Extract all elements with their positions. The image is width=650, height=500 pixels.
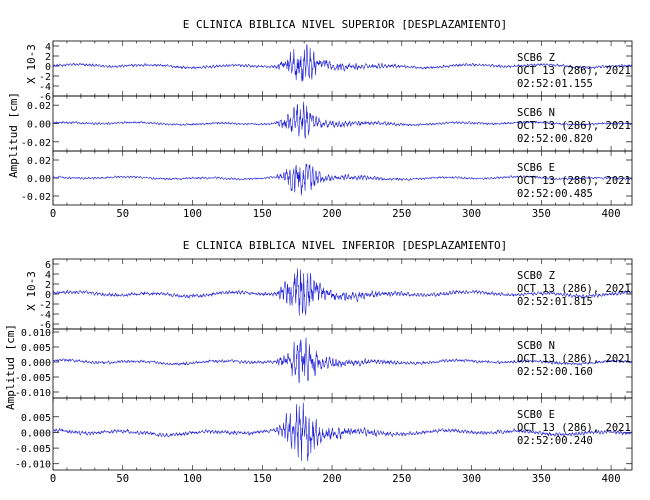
y-tick-label: -0.02 xyxy=(21,138,51,149)
y-tick-label: 6 xyxy=(45,260,51,271)
upper-ylabel: Amplitud [cm] xyxy=(7,92,20,178)
y-tick-label: 0 xyxy=(45,290,51,301)
x-tick-label: 0 xyxy=(50,208,56,220)
x-tick-label: 50 xyxy=(116,473,129,485)
y-tick-label: 0.005 xyxy=(21,343,51,354)
y-tick-label: 2 xyxy=(45,280,51,291)
y-tick-label: -2 xyxy=(39,300,51,311)
station-annotation: OCT 13 (286), 2021 xyxy=(517,422,631,434)
x-tick-label: 400 xyxy=(602,473,621,485)
y-tick-label: -0.02 xyxy=(21,192,51,203)
station-annotation: OCT 13 (286), 2021 xyxy=(517,353,631,365)
y-tick-label: 0.00 xyxy=(27,174,51,185)
x-tick-label: 250 xyxy=(392,208,411,220)
y-tick-label: 0.02 xyxy=(27,101,51,112)
station-annotation: OCT 13 (286), 2021 xyxy=(517,120,631,132)
x-tick-label: 100 xyxy=(183,473,202,485)
waveform-scb6-e xyxy=(52,163,633,196)
station-annotation: SCB6 N xyxy=(517,107,555,119)
station-annotation: OCT 13 (286), 2021 xyxy=(517,175,631,187)
x-tick-label: 150 xyxy=(253,208,272,220)
y-tick-label: -6 xyxy=(39,92,51,103)
station-annotation: 02:52:00.160 xyxy=(517,366,593,378)
upper-group: E CLINICA BIBLICA NIVEL SUPERIOR [DESPLA… xyxy=(7,18,633,220)
station-annotation: SCB0 N xyxy=(517,340,555,352)
lower-z-multiplier: X 10-3 xyxy=(25,271,38,311)
panel-frame xyxy=(52,397,633,471)
station-annotation: SCB0 Z xyxy=(517,270,555,282)
y-tick-label: -0.010 xyxy=(15,460,51,471)
station-annotation: OCT 13 (286), 2021 xyxy=(517,65,631,77)
x-tick-label: 350 xyxy=(532,473,551,485)
y-tick-label: 0 xyxy=(45,62,51,73)
waveform-scb0-z xyxy=(52,268,633,316)
x-tick-label: 150 xyxy=(253,473,272,485)
y-tick-label: 4 xyxy=(45,270,51,281)
x-tick-label: 300 xyxy=(462,473,481,485)
x-tick-label: 50 xyxy=(116,208,129,220)
station-annotation: SCB0 E xyxy=(517,409,555,421)
station-annotation: 02:52:00.240 xyxy=(517,435,593,447)
y-tick-label: -0.005 xyxy=(15,444,51,455)
y-tick-label: -0.010 xyxy=(15,388,51,399)
y-tick-label: -4 xyxy=(39,82,51,93)
y-tick-label: -6 xyxy=(39,320,51,331)
y-tick-label: 0.000 xyxy=(21,358,51,369)
x-tick-label: 200 xyxy=(323,473,342,485)
station-annotation: 02:52:00.485 xyxy=(517,188,593,200)
station-annotation: OCT 13 (286), 2021 xyxy=(517,283,631,295)
y-tick-label: 4 xyxy=(45,42,51,53)
x-tick-label: 300 xyxy=(462,208,481,220)
x-tick-label: 350 xyxy=(532,208,551,220)
lower-group: E CLINICA BIBLICA NIVEL INFERIOR [DESPLA… xyxy=(4,239,633,485)
y-tick-label: 0.005 xyxy=(21,413,51,424)
y-tick-label: 2 xyxy=(45,52,51,63)
station-annotation: 02:52:00.820 xyxy=(517,133,593,145)
waveform-scb6-n xyxy=(52,101,633,139)
y-tick-label: 0.010 xyxy=(21,328,51,339)
y-tick-label: 0.00 xyxy=(27,120,51,131)
lower-title: E CLINICA BIBLICA NIVEL INFERIOR [DESPLA… xyxy=(183,239,508,252)
x-tick-label: 200 xyxy=(323,208,342,220)
waveform-scb6-z xyxy=(52,44,633,82)
y-tick-label: -4 xyxy=(39,310,51,321)
y-tick-label: -0.005 xyxy=(15,373,51,384)
upper-title: E CLINICA BIBLICA NIVEL SUPERIOR [DESPLA… xyxy=(183,18,508,31)
x-tick-label: 250 xyxy=(392,473,411,485)
station-annotation: 02:52:01.815 xyxy=(517,296,593,308)
station-annotation: SCB6 Z xyxy=(517,52,555,64)
x-tick-label: 100 xyxy=(183,208,202,220)
y-tick-label: -2 xyxy=(39,72,51,83)
waveform-scb0-e xyxy=(52,402,633,462)
waveform-scb0-n xyxy=(52,337,633,384)
station-annotation: SCB6 E xyxy=(517,162,555,174)
lower-ylabel: Amplitud [cm] xyxy=(4,324,17,410)
station-annotation: 02:52:01.155 xyxy=(517,78,593,90)
x-tick-label: 0 xyxy=(50,473,56,485)
upper-z-multiplier: X 10-3 xyxy=(25,44,38,84)
y-tick-label: 0.000 xyxy=(21,428,51,439)
y-tick-label: 0.02 xyxy=(27,156,51,167)
x-tick-label: 400 xyxy=(602,208,621,220)
